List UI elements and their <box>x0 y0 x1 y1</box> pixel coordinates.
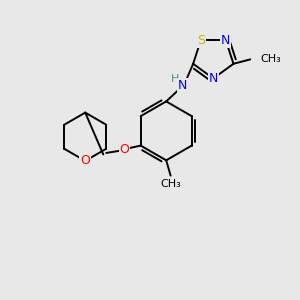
Text: CH₃: CH₃ <box>260 54 281 64</box>
Text: CH₃: CH₃ <box>160 179 181 189</box>
Text: N: N <box>178 80 188 92</box>
Text: O: O <box>120 143 129 157</box>
Text: N: N <box>208 72 218 85</box>
Text: O: O <box>80 154 90 167</box>
Text: N: N <box>221 34 230 46</box>
Text: H: H <box>170 74 179 83</box>
Text: S: S <box>197 34 205 46</box>
